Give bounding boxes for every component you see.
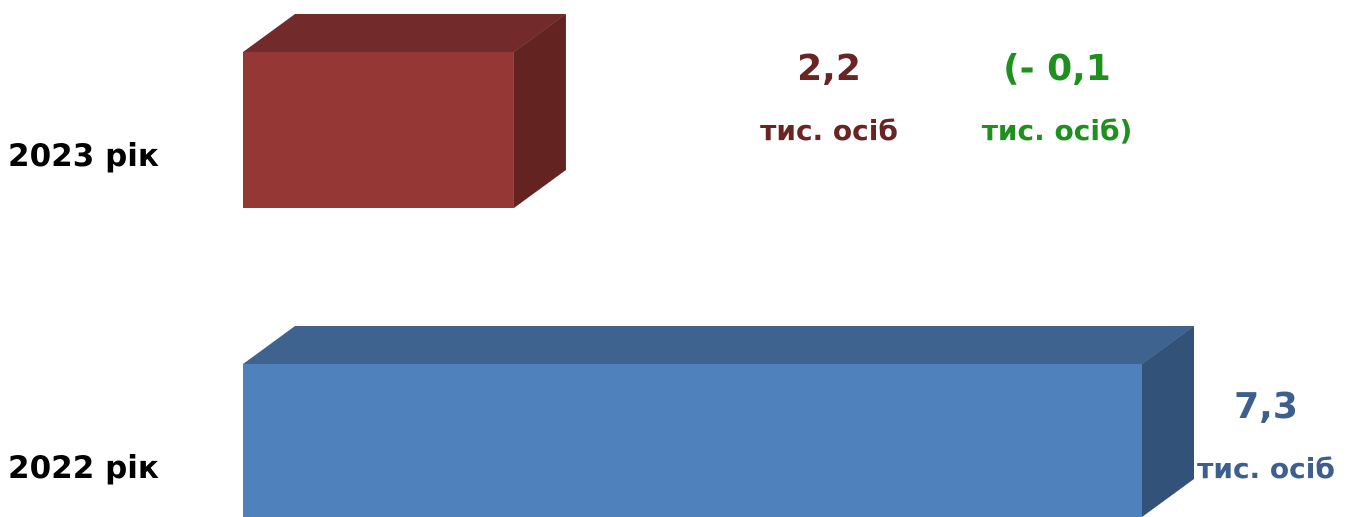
value-label-2022-unit: тис. осіб <box>1197 452 1335 485</box>
category-label-2023: 2023 рік <box>8 138 159 174</box>
value-label-2022-number: 7,3 <box>1234 386 1298 427</box>
bar-2022-side <box>1142 326 1194 517</box>
change-annotation-line2: тис. осіб) <box>982 114 1133 147</box>
bar-2023-top <box>243 14 566 52</box>
bar-2023-side <box>513 14 566 208</box>
bar-2022-top <box>243 326 1194 364</box>
bar-2023 <box>243 52 514 208</box>
bars-group <box>243 14 1194 517</box>
value-label-2023-number: 2,2 <box>797 48 861 89</box>
change-annotation-line1: (- 0,1 <box>1003 48 1111 89</box>
category-label-2022: 2022 рік <box>8 450 159 486</box>
value-label-2023-unit: тис. осіб <box>760 114 898 147</box>
bar-2022 <box>243 364 1142 517</box>
